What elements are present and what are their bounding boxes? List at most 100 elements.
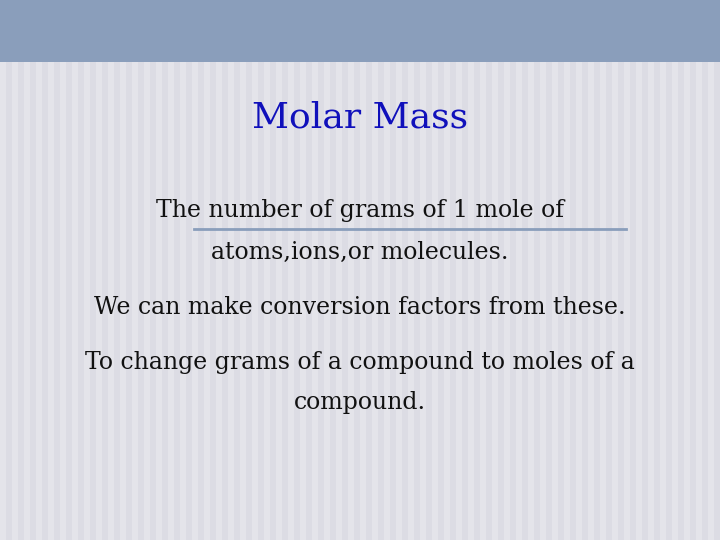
Bar <box>558 0 564 540</box>
Bar <box>78 0 84 540</box>
Bar <box>672 0 678 540</box>
Text: Molar Mass: Molar Mass <box>252 100 468 134</box>
Bar <box>408 0 414 540</box>
Bar <box>114 0 120 540</box>
Text: We can make conversion factors from these.: We can make conversion factors from thes… <box>94 295 626 319</box>
Bar <box>552 0 558 540</box>
Bar <box>198 0 204 540</box>
Bar <box>510 0 516 540</box>
Bar <box>666 0 672 540</box>
Bar <box>540 0 546 540</box>
Bar <box>90 0 96 540</box>
Bar <box>186 0 192 540</box>
Bar <box>306 0 312 540</box>
Bar <box>414 0 420 540</box>
Bar <box>576 0 582 540</box>
Bar <box>288 0 294 540</box>
Bar <box>270 0 276 540</box>
Bar <box>138 0 144 540</box>
Bar <box>372 0 378 540</box>
Bar <box>228 0 234 540</box>
Bar <box>702 0 708 540</box>
Bar <box>120 0 126 540</box>
Bar <box>606 0 612 540</box>
Bar <box>534 0 540 540</box>
Bar <box>402 0 408 540</box>
Bar <box>600 0 606 540</box>
Bar <box>618 0 624 540</box>
Bar <box>246 0 252 540</box>
Bar <box>624 0 630 540</box>
Bar <box>54 0 60 540</box>
Bar <box>156 0 162 540</box>
Bar <box>486 0 492 540</box>
Bar <box>480 0 486 540</box>
Bar <box>468 0 474 540</box>
Bar <box>378 0 384 540</box>
Bar <box>426 0 432 540</box>
Bar <box>258 0 264 540</box>
Bar <box>528 0 534 540</box>
Bar <box>294 0 300 540</box>
Bar <box>174 0 180 540</box>
Bar <box>150 0 156 540</box>
Bar <box>696 0 702 540</box>
Bar <box>462 0 468 540</box>
Bar <box>630 0 636 540</box>
Bar <box>420 0 426 540</box>
Bar <box>282 0 288 540</box>
Bar <box>0 0 6 540</box>
Bar <box>240 0 246 540</box>
Bar <box>126 0 132 540</box>
Text: atoms,ions,or molecules.: atoms,ions,or molecules. <box>211 240 509 264</box>
Bar <box>336 0 342 540</box>
Bar <box>588 0 594 540</box>
Bar <box>108 0 114 540</box>
Bar <box>636 0 642 540</box>
Bar <box>324 0 330 540</box>
Bar <box>564 0 570 540</box>
Bar <box>396 0 402 540</box>
Bar <box>546 0 552 540</box>
Bar <box>348 0 354 540</box>
Bar <box>18 0 24 540</box>
Bar <box>390 0 396 540</box>
Bar <box>714 0 720 540</box>
Bar <box>384 0 390 540</box>
Bar <box>612 0 618 540</box>
Bar <box>168 0 174 540</box>
Bar <box>234 0 240 540</box>
Bar <box>84 0 90 540</box>
Bar <box>492 0 498 540</box>
Bar <box>36 0 42 540</box>
Text: compound.: compound. <box>294 390 426 414</box>
Bar <box>264 0 270 540</box>
Bar <box>0 0 720 62</box>
Bar <box>504 0 510 540</box>
Bar <box>342 0 348 540</box>
Bar <box>582 0 588 540</box>
Text: The number of grams of 1 mole of: The number of grams of 1 mole of <box>156 199 564 221</box>
Bar <box>66 0 72 540</box>
Bar <box>444 0 450 540</box>
Bar <box>456 0 462 540</box>
Bar <box>522 0 528 540</box>
Bar <box>42 0 48 540</box>
Bar <box>678 0 684 540</box>
Bar <box>570 0 576 540</box>
Bar <box>684 0 690 540</box>
Bar <box>654 0 660 540</box>
Bar <box>60 0 66 540</box>
Bar <box>642 0 648 540</box>
Bar <box>648 0 654 540</box>
Bar <box>474 0 480 540</box>
Bar <box>516 0 522 540</box>
Bar <box>102 0 108 540</box>
Bar <box>450 0 456 540</box>
Bar <box>594 0 600 540</box>
Bar <box>162 0 168 540</box>
Bar <box>708 0 714 540</box>
Bar <box>330 0 336 540</box>
Bar <box>438 0 444 540</box>
Bar <box>48 0 54 540</box>
